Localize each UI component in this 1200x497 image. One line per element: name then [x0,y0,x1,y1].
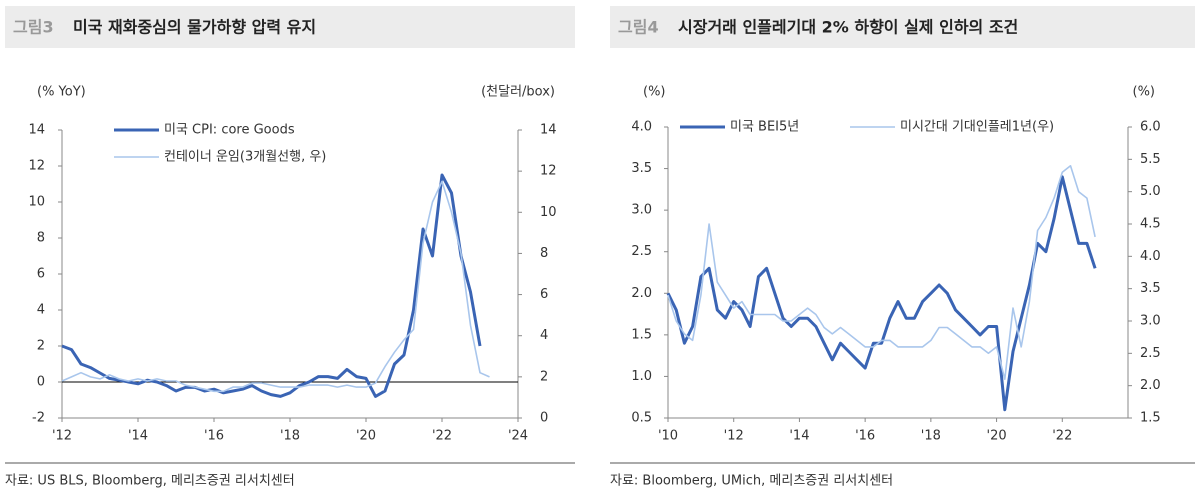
legend-label: 미시간대 기대인플레1년(우) [900,120,1054,135]
y2-tick-label: 12 [540,164,557,179]
y2-tick-label: 14 [540,123,557,138]
x-tick-label: '12 [52,429,72,444]
x-tick-label: '10 [658,429,678,444]
y2-tick-label: 2 [540,369,548,384]
y-tick-label: 1.0 [631,369,652,384]
y-tick-label: 2 [37,339,45,354]
figure-label: 그림3 [13,18,54,37]
x-tick-label: '20 [356,429,376,444]
x-tick-label: '12 [724,429,744,444]
x-tick-label: '24 [508,429,528,444]
series-line [61,180,490,393]
series-line [61,173,482,398]
legend-label: 미국 BEI5년 [730,120,799,135]
y2-tick-label: 0 [540,411,548,426]
legend-label: 컨테이너 운임(3개월선행, 우) [164,149,326,165]
y-tick-label: 3.5 [631,161,652,176]
x-tick-label: '16 [855,429,875,444]
y-axis-label: (%) [643,85,666,100]
y2-tick-label: 4 [540,328,548,343]
x-tick-label: '14 [789,429,809,444]
y-tick-label: 1.5 [631,327,652,342]
y-tick-label: 4.0 [631,120,652,135]
y2-tick-label: 3.5 [1140,281,1161,296]
x-tick-label: '22 [1052,429,1072,444]
y-tick-label: 14 [28,123,45,138]
source: 자료: Bloomberg, UMich, 메리츠증권 리서치센터 [610,474,893,489]
x-tick-label: '14 [128,429,148,444]
y-tick-label: 8 [37,231,45,246]
y2-tick-label: 1.5 [1140,411,1161,426]
x-tick-label: '18 [921,429,941,444]
y2-tick-label: 4.5 [1140,217,1161,232]
series-line [666,175,1097,412]
y2-tick-label: 6 [540,287,548,302]
y2-tick-label: 2.0 [1140,378,1161,393]
y-tick-label: 3.0 [631,203,652,218]
title-bar [5,6,575,48]
y2-tick-label: 10 [540,205,557,220]
y-tick-label: 6 [37,267,45,282]
x-tick-label: '20 [987,429,1007,444]
y-tick-label: 4 [37,303,45,318]
y2-tick-label: 2.5 [1140,346,1161,361]
y2-axis-label: (%) [1133,85,1156,100]
figure-label: 그림4 [618,18,659,37]
y2-tick-label: 5.5 [1140,152,1161,167]
source: 자료: US BLS, Bloomberg, 메리츠증권 리서치센터 [5,474,295,489]
y-tick-label: 2.0 [631,286,652,301]
y-tick-label: 10 [28,195,45,210]
x-tick-label: '16 [204,429,224,444]
chart-title: 시장거래 인플레기대 2% 하향이 실제 인하의 조건 [678,18,1018,37]
y2-tick-label: 8 [540,246,548,261]
series-line [667,165,1096,380]
y-tick-label: 0.5 [631,411,652,426]
y2-tick-label: 6.0 [1140,120,1161,135]
y-tick-label: 2.5 [631,244,652,259]
y2-tick-label: 3.0 [1140,314,1161,329]
title-bar [610,6,1195,48]
y-tick-label: 12 [28,159,45,174]
y-tick-label: -2 [32,411,45,426]
x-tick-label: '22 [432,429,452,444]
chart-title: 미국 재화중심의 물가하향 압력 유지 [73,18,316,37]
x-tick-label: '18 [280,429,300,444]
y-tick-label: 0 [37,375,45,390]
y2-tick-label: 5.0 [1140,184,1161,199]
legend-label: 미국 CPI: core Goods [164,123,295,138]
y2-tick-label: 4.0 [1140,249,1161,264]
y-axis-label: (% YoY) [37,85,86,100]
y2-axis-label: (천달러/box) [481,85,555,100]
